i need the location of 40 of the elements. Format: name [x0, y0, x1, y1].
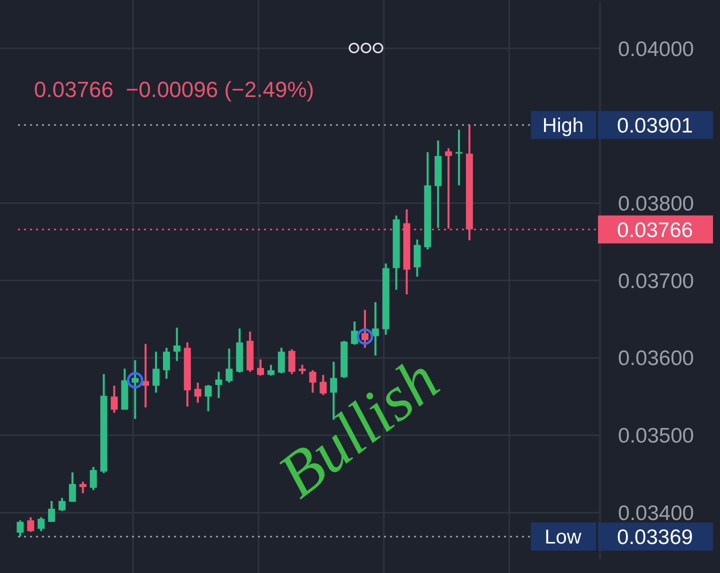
candlestick — [16, 519, 24, 538]
ref-line-label: 0.03901 — [617, 114, 693, 138]
candlestick — [58, 496, 66, 512]
candlestick — [132, 359, 139, 420]
candlestick — [162, 346, 170, 380]
candlestick — [27, 516, 34, 533]
candlestick — [256, 358, 264, 377]
candlestick — [309, 369, 316, 394]
candlestick — [38, 516, 45, 532]
candlestick — [414, 238, 421, 278]
y-tick-label: 0.03700 — [618, 270, 694, 293]
candlestick — [68, 471, 76, 503]
candlestick — [173, 326, 180, 362]
candlestick — [194, 382, 202, 404]
candlestick — [110, 384, 118, 414]
y-tick-label: 0.03800 — [618, 192, 694, 216]
y-tick-label: 0.03400 — [618, 502, 694, 525]
candlestick — [79, 480, 86, 494]
candlestick — [372, 301, 379, 357]
candlestick — [445, 147, 452, 230]
candlestick — [90, 466, 97, 492]
annotation: High — [542, 115, 584, 138]
candlestick — [48, 500, 56, 523]
candlestick — [320, 374, 327, 396]
candlestick — [226, 348, 233, 384]
candlestick — [215, 370, 222, 400]
candlestick — [351, 320, 358, 346]
y-tick-label: 0.03500 — [618, 424, 694, 448]
candlestick — [361, 308, 368, 349]
annotation: Low — [544, 526, 582, 549]
y-tick-label: 0.03600 — [618, 347, 694, 370]
candlestick — [267, 364, 274, 377]
candlestick — [204, 384, 212, 412]
ref-line-label: 0.03766 — [617, 218, 693, 242]
candlestick — [298, 364, 306, 376]
candlestick — [152, 350, 160, 394]
candlestick — [455, 128, 462, 186]
ref-line-label: 0.03369 — [617, 526, 693, 549]
text: 0.03766 −0.00096 (−2.49%) — [34, 77, 314, 102]
y-tick-label: 0.04000 — [618, 38, 694, 61]
